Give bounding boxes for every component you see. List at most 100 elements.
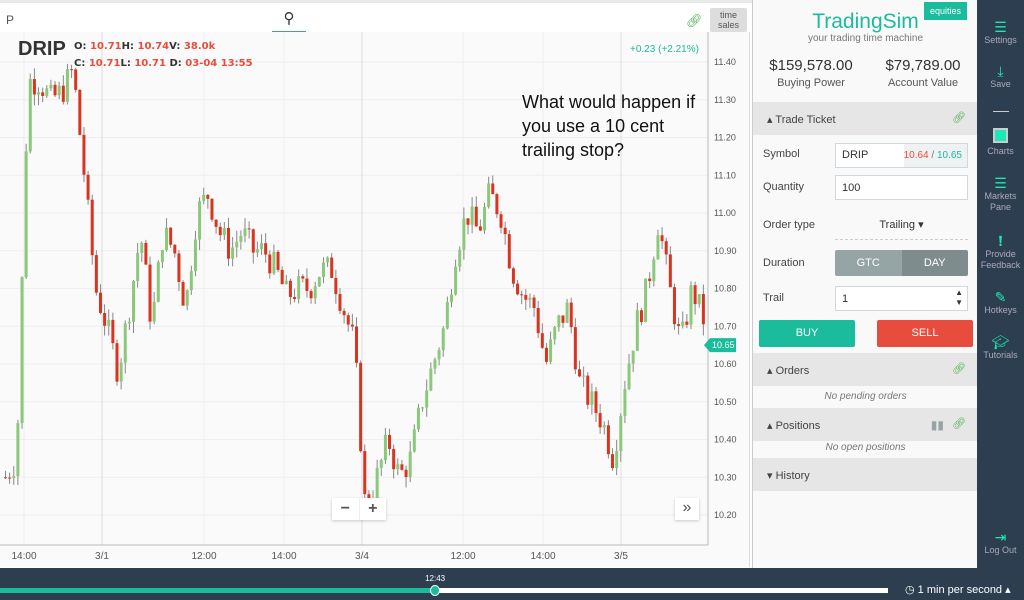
candle-up <box>421 407 425 409</box>
candle-up <box>454 266 458 295</box>
clock-icon: ◷ <box>905 584 915 596</box>
candle-up <box>37 92 41 95</box>
candle-up <box>255 249 259 253</box>
buying-power: $159,578.00 Buying Power <box>769 57 853 89</box>
candle-up <box>627 363 631 390</box>
candle-down <box>226 227 230 259</box>
candle-down <box>206 194 210 199</box>
candle-up <box>165 227 169 251</box>
candle-up <box>140 242 144 253</box>
candle-down <box>677 324 681 326</box>
bar-chart-icon[interactable]: ▮▮ <box>930 418 944 432</box>
candle-down <box>41 92 45 96</box>
candle-down <box>330 257 334 278</box>
candle-down <box>342 310 346 316</box>
candle-down <box>701 294 705 325</box>
zoom-controls: − + <box>332 498 386 520</box>
sidebar-markets-pane[interactable]: ☰ Markets Pane <box>977 176 1024 213</box>
candle-down <box>363 451 367 495</box>
candle-down <box>466 218 470 225</box>
equities-badge[interactable]: equities <box>923 2 967 20</box>
symbol-search-input[interactable] <box>6 9 306 31</box>
sidebar-hotkeys[interactable]: ✎ Hotkeys <box>977 290 1024 316</box>
x-tick-label: 3/4 <box>355 551 369 562</box>
zoom-out-button[interactable]: − <box>332 498 360 520</box>
candle-up <box>433 359 437 369</box>
candle-up <box>160 250 164 263</box>
candle-up <box>231 247 235 259</box>
candle-down <box>210 198 214 220</box>
candle-up <box>239 236 243 242</box>
sidebar-tutorials[interactable]: 🎓︎ Tutorials <box>977 335 1024 361</box>
candle-down <box>672 287 676 325</box>
gtc-option[interactable]: GTC <box>835 250 902 276</box>
candle-up <box>449 294 453 303</box>
candle-up <box>24 151 28 278</box>
orders-header[interactable]: ▴ Orders 🔗︎ <box>753 353 978 386</box>
candle-down <box>639 310 643 323</box>
sidebar-save[interactable]: ⤓ Save <box>977 64 1024 90</box>
candle-down <box>144 242 148 265</box>
sell-button[interactable]: SELL <box>877 320 973 347</box>
no-positions-text: No open positions <box>825 442 906 453</box>
candle-down <box>355 326 358 363</box>
candle-up <box>458 249 462 267</box>
price-chart[interactable]: 11.40 11.30 11.20 11.10 11.00 10.90 10.80 10.70… <box>0 32 750 567</box>
history-header[interactable]: ▾ History <box>753 458 978 491</box>
sidebar-settings[interactable]: ☰ Settings <box>977 20 1024 46</box>
candle-up <box>379 460 383 468</box>
candle-down <box>94 255 98 293</box>
account-value: $79,789.00 Account Value <box>885 57 961 89</box>
candle-up <box>272 251 276 274</box>
candle-down <box>214 219 218 227</box>
stepper-arrows-icon[interactable]: ▲ ▼ <box>955 288 963 307</box>
candle-up <box>193 239 197 272</box>
sidebar-logout[interactable]: ⇥ Log Out <box>977 530 1024 556</box>
quantity-input[interactable]: 100 <box>835 175 968 200</box>
order-type-dropdown[interactable]: Trailing ▾ <box>835 212 968 240</box>
sidebar-feedback[interactable]: ❗︎ Provide Feedback <box>977 234 1024 271</box>
trade-ticket-header[interactable]: ▴ Trade Ticket 🔗︎ <box>753 102 978 135</box>
speed-selector[interactable]: ◷ 1 min per second ▴ <box>905 584 1011 596</box>
candle-down <box>499 214 503 228</box>
candle-up <box>20 277 24 424</box>
candle-down <box>111 319 115 344</box>
duration-toggle: GTC DAY <box>835 250 968 276</box>
day-option[interactable]: DAY <box>901 250 968 276</box>
time-sales-button[interactable]: time sales <box>710 8 747 32</box>
link-icon[interactable]: 🔗︎ <box>952 418 966 430</box>
candle-down <box>276 251 280 270</box>
candle-down <box>685 321 689 325</box>
divider <box>993 111 1009 112</box>
candle-down <box>293 297 297 299</box>
link-icon[interactable]: 🔗︎ <box>952 363 966 375</box>
sidebar-charts[interactable]: Charts <box>977 128 1024 157</box>
candle-down <box>4 477 7 479</box>
candle-up <box>45 88 49 96</box>
candle-up <box>383 434 387 461</box>
candle-up <box>437 350 441 360</box>
candle-up <box>615 451 619 469</box>
buy-button[interactable]: BUY <box>759 320 855 347</box>
playback-slider[interactable]: 12:43 <box>0 574 888 596</box>
ask-price: 10.65 <box>936 150 962 161</box>
trail-stepper[interactable]: 1 ▲ ▼ <box>835 286 968 311</box>
current-price-label: 10.65 <box>712 340 735 350</box>
symbol-field[interactable]: DRIP 10.64 / 10.65 <box>835 143 968 168</box>
scroll-to-end-button[interactable]: » <box>675 498 699 520</box>
link-icon[interactable]: 🔗︎ <box>952 112 966 124</box>
zoom-in-button[interactable]: + <box>368 500 378 517</box>
playback-handle[interactable] <box>430 585 441 596</box>
candle-up <box>235 241 239 248</box>
search-icon[interactable]: ⚲ <box>272 9 306 33</box>
candle-up <box>156 262 160 302</box>
candle-up <box>623 389 627 416</box>
positions-header[interactable]: ▴ Positions ▮▮ 🔗︎ <box>753 408 978 441</box>
candle-down <box>516 283 520 295</box>
candle-up <box>470 206 474 225</box>
candle-up <box>375 467 379 501</box>
candle-down <box>495 194 499 215</box>
candle-up <box>65 69 69 102</box>
candle-up <box>152 301 156 322</box>
link-icon[interactable]: 🔗︎ <box>686 13 703 28</box>
